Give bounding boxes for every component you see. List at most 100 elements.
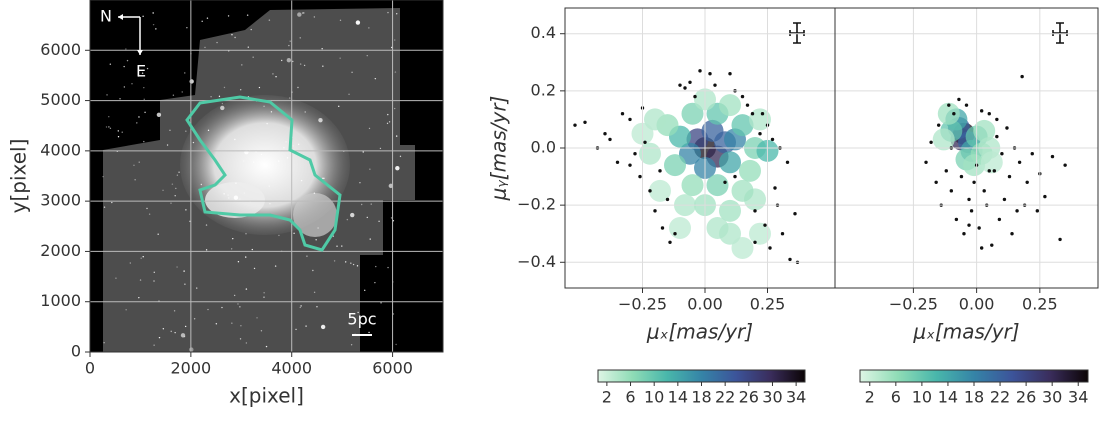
star xyxy=(184,325,187,328)
nebula-knot xyxy=(205,182,265,218)
star xyxy=(368,127,371,130)
star xyxy=(231,322,233,324)
star xyxy=(305,325,307,327)
star-point xyxy=(773,186,777,190)
density-cell xyxy=(749,108,771,131)
star xyxy=(286,57,292,63)
x-tick-label: 0 xyxy=(85,359,95,378)
star-point xyxy=(653,209,657,213)
star xyxy=(336,245,338,247)
colorbar-tick-label: 18 xyxy=(964,388,984,407)
star-point xyxy=(962,232,966,236)
density-cell xyxy=(749,222,771,245)
star xyxy=(166,144,169,146)
star-point xyxy=(972,180,976,184)
star xyxy=(185,130,187,132)
star xyxy=(152,12,154,14)
star xyxy=(227,15,230,17)
x-tick-label: 0.25 xyxy=(750,295,786,314)
star xyxy=(350,344,353,346)
star xyxy=(216,41,218,44)
star-point xyxy=(638,174,642,179)
star xyxy=(240,325,242,327)
star xyxy=(245,288,248,290)
star-point xyxy=(924,160,928,164)
star xyxy=(123,65,125,68)
star-point xyxy=(1030,152,1034,156)
star xyxy=(125,48,127,50)
density-cell xyxy=(706,217,729,239)
y-tick-label: 5000 xyxy=(40,90,81,109)
star xyxy=(300,305,302,307)
star xyxy=(119,98,121,100)
star-point xyxy=(967,197,971,202)
star xyxy=(215,323,218,325)
star-point xyxy=(723,180,727,184)
star xyxy=(223,86,226,89)
x-axis-label: μₓ[mas/yr] xyxy=(912,320,1019,344)
star xyxy=(176,174,179,176)
star xyxy=(266,122,268,125)
star xyxy=(223,193,225,195)
star-point xyxy=(648,189,652,193)
density-cell xyxy=(664,154,686,177)
star xyxy=(339,57,341,59)
density-cell xyxy=(731,114,754,137)
star xyxy=(108,116,110,118)
star xyxy=(313,16,316,18)
star xyxy=(152,23,155,26)
star-point xyxy=(665,197,670,202)
star xyxy=(235,182,237,184)
star-point xyxy=(603,132,607,136)
star xyxy=(129,262,132,264)
density-cell xyxy=(681,102,704,125)
star-point xyxy=(785,160,790,164)
star-point xyxy=(997,217,1002,222)
star xyxy=(387,11,389,14)
star xyxy=(103,206,106,208)
star xyxy=(286,157,289,159)
density-cell xyxy=(937,102,960,125)
star xyxy=(317,227,319,229)
star xyxy=(387,266,389,269)
star xyxy=(395,135,398,137)
star-point xyxy=(929,140,933,144)
star-point xyxy=(957,97,961,102)
star xyxy=(355,20,361,25)
star xyxy=(322,65,324,67)
star-point xyxy=(788,257,792,262)
density-cell xyxy=(644,108,666,131)
star xyxy=(297,86,299,89)
star-point xyxy=(1015,209,1019,213)
star xyxy=(386,122,389,125)
star-point xyxy=(740,94,745,99)
colorbar-tick-label: 22 xyxy=(715,388,735,407)
star-point xyxy=(733,174,737,179)
colorbar xyxy=(859,369,1089,383)
star xyxy=(390,217,393,219)
star-point xyxy=(969,209,974,213)
star xyxy=(172,94,175,96)
star xyxy=(379,147,382,150)
star xyxy=(141,72,144,74)
star xyxy=(200,183,203,186)
star xyxy=(247,46,250,48)
star-point xyxy=(987,112,991,116)
star xyxy=(162,189,164,192)
star xyxy=(350,212,355,218)
star xyxy=(210,96,212,98)
compass-head xyxy=(118,14,143,55)
star xyxy=(109,63,112,65)
colorbar-tick-label: 34 xyxy=(786,388,806,407)
error-cross xyxy=(789,22,805,44)
star xyxy=(321,47,323,50)
star-point xyxy=(995,117,999,122)
star-point xyxy=(944,169,948,173)
star-point xyxy=(964,103,969,107)
y-tick-label: 0.4 xyxy=(531,23,556,42)
star-point xyxy=(608,137,612,142)
star xyxy=(173,310,176,312)
star-point xyxy=(1063,163,1067,167)
star xyxy=(270,111,273,113)
star xyxy=(136,122,138,124)
